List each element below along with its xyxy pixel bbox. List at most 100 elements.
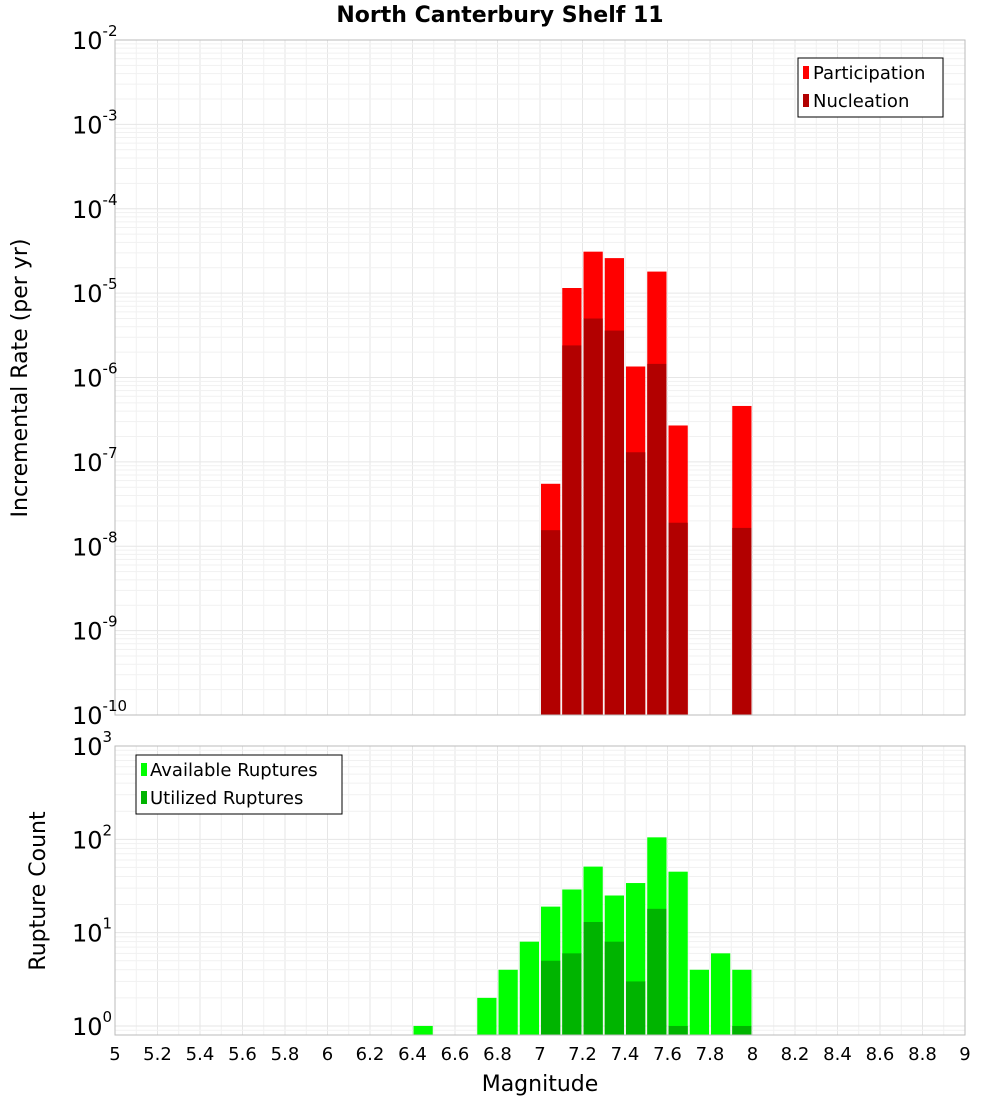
utilized-ruptures-bar — [668, 1025, 688, 1035]
y-tick-base: 10 — [72, 27, 103, 55]
y-tick-label: 103 — [72, 728, 112, 761]
bottom-y-axis-label: Rupture Count — [26, 811, 51, 971]
y-tick-label: 100 — [72, 1008, 112, 1041]
utilized-ruptures-bar — [626, 981, 646, 1035]
x-tick-label: 8 — [747, 1044, 758, 1065]
y-tick-base: 10 — [72, 280, 103, 308]
y-tick-base: 10 — [72, 365, 103, 393]
x-tick-label: 8.2 — [781, 1044, 810, 1065]
top-legend-box — [797, 57, 944, 118]
y-tick-label: 10-4 — [72, 191, 118, 224]
nucleation-bar — [626, 452, 646, 715]
y-tick-base: 10 — [72, 1013, 103, 1041]
x-tick-label: 6.4 — [398, 1044, 427, 1065]
y-tick-base: 10 — [72, 702, 103, 730]
x-tick-label: 5.8 — [271, 1044, 300, 1065]
y-tick-exponent: -8 — [103, 528, 118, 546]
bottom-bars — [413, 837, 752, 1035]
top-plot-frame — [114, 39, 966, 716]
x-tick-label: 7.2 — [568, 1044, 597, 1065]
available-ruptures-bar — [711, 953, 731, 1035]
y-tick-label: 10-10 — [72, 697, 127, 730]
top-legend: Participation Nucleation — [797, 57, 944, 118]
y-tick-exponent: 3 — [103, 728, 113, 746]
available-ruptures-legend-label: Available Ruptures — [150, 760, 318, 781]
x-tick-label: 6.6 — [441, 1044, 470, 1065]
available-ruptures-bar — [498, 969, 518, 1035]
y-tick-base: 10 — [72, 826, 103, 854]
y-tick-label: 101 — [72, 915, 112, 948]
participation-legend-label: Participation — [813, 63, 925, 84]
y-tick-label: 10-2 — [72, 22, 118, 55]
y-tick-exponent: -10 — [103, 697, 128, 715]
chart-title: North Canterbury Shelf 11 — [336, 3, 663, 28]
y-tick-label: 10-3 — [72, 106, 118, 139]
utilized-ruptures-bar — [604, 941, 624, 1035]
x-tick-label: 5.2 — [143, 1044, 172, 1065]
x-axis-label: Magnitude — [482, 1072, 599, 1097]
y-tick-label: 102 — [72, 821, 112, 854]
available-ruptures-bar — [732, 969, 752, 1035]
y-tick-label: 10-7 — [72, 444, 118, 477]
y-tick-exponent: 0 — [103, 1008, 113, 1026]
nucleation-bar — [732, 527, 752, 715]
nucleation-bar — [562, 345, 582, 715]
nucleation-legend-label: Nucleation — [813, 91, 909, 112]
x-tick-label: 8.4 — [823, 1044, 852, 1065]
y-tick-base: 10 — [72, 618, 103, 646]
nucleation-bar — [668, 522, 688, 715]
utilized-ruptures-bar — [541, 960, 561, 1035]
y-tick-label: 10-6 — [72, 360, 118, 393]
y-tick-base: 10 — [72, 449, 103, 477]
x-tick-label: 6.2 — [356, 1044, 385, 1065]
available-ruptures-bar — [668, 871, 688, 1035]
y-tick-base: 10 — [72, 111, 103, 139]
y-tick-exponent: -4 — [103, 191, 118, 209]
x-axis-ticks: 5 5.2 5.4 5.6 5.8 6 6.2 6.4 6.6 6.8 7 7.2 7.4 7.6 7.8 8… — [109, 1044, 970, 1065]
bottom-legend: Available Ruptures Utilized Ruptures — [135, 754, 343, 815]
nucleation-bar — [541, 530, 561, 715]
utilized-ruptures-bar — [647, 908, 667, 1035]
available-ruptures-bar — [519, 941, 539, 1035]
x-tick-label: 5.4 — [186, 1044, 215, 1065]
nucleation-bar — [604, 330, 624, 715]
utilized-ruptures-bar — [732, 1025, 752, 1035]
x-tick-label: 6 — [322, 1044, 333, 1065]
y-tick-exponent: -9 — [103, 613, 118, 631]
x-tick-label: 8.8 — [908, 1044, 937, 1065]
y-tick-exponent: -2 — [103, 22, 118, 40]
participation-legend-swatch — [803, 66, 809, 79]
available-ruptures-bar — [689, 969, 709, 1035]
utilized-ruptures-bar — [583, 922, 603, 1035]
top-bars — [541, 251, 752, 715]
y-tick-exponent: -6 — [103, 360, 118, 378]
y-tick-base: 10 — [72, 920, 103, 948]
x-tick-label: 7 — [534, 1044, 545, 1065]
bottom-legend-box — [135, 754, 343, 815]
y-tick-label: 10-5 — [72, 275, 118, 308]
y-tick-base: 10 — [72, 733, 103, 761]
nucleation-bar — [647, 363, 667, 715]
x-tick-label: 5 — [109, 1044, 120, 1065]
y-tick-label: 10-8 — [72, 528, 118, 561]
utilized-ruptures-legend-swatch — [141, 791, 147, 804]
available-ruptures-legend-swatch — [141, 763, 147, 776]
y-tick-exponent: -5 — [103, 275, 118, 293]
bottom-plot-frame — [114, 745, 966, 1036]
x-tick-label: 9 — [959, 1044, 970, 1065]
x-tick-label: 6.8 — [483, 1044, 512, 1065]
y-tick-exponent: -3 — [103, 106, 118, 124]
available-ruptures-bar — [477, 997, 497, 1035]
x-tick-label: 7.4 — [611, 1044, 640, 1065]
utilized-ruptures-bar — [562, 953, 582, 1035]
y-tick-label: 10-9 — [72, 613, 118, 646]
top-y-axis-label: Incremental Rate (per yr) — [8, 239, 33, 518]
x-tick-label: 5.6 — [228, 1044, 257, 1065]
y-tick-exponent: 1 — [103, 915, 113, 933]
top-grid — [114, 39, 966, 716]
